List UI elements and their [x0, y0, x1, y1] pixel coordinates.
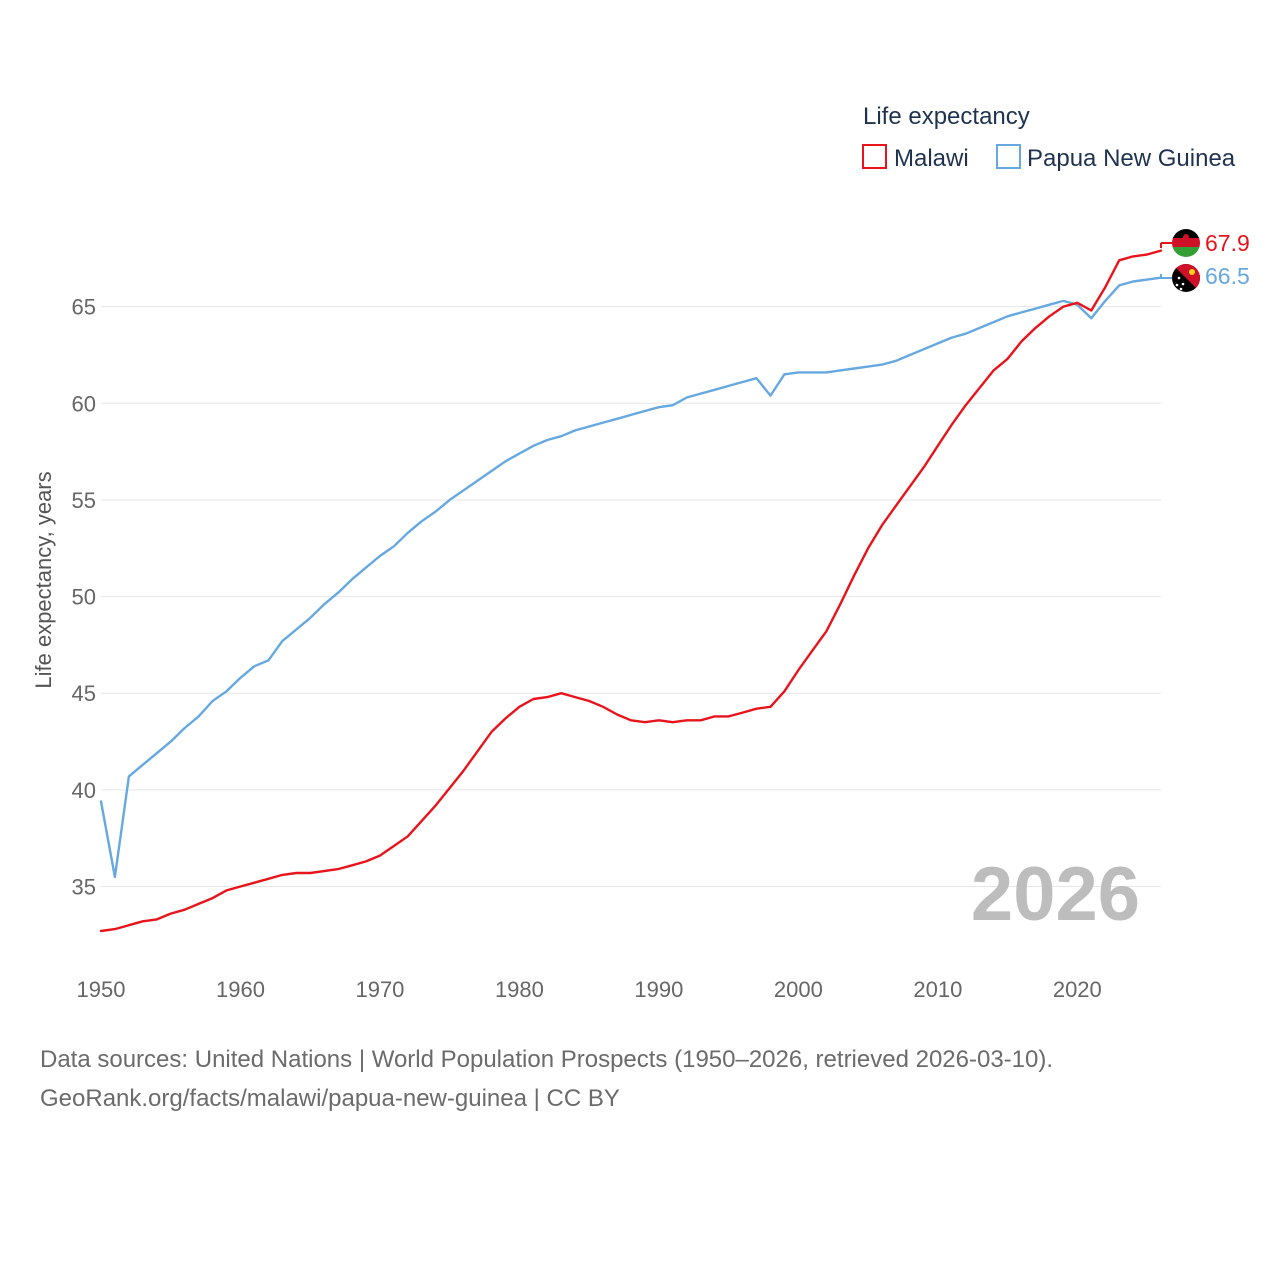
series-line-malawi — [99, 249, 1163, 933]
legend-label-papua-new-guinea: Papua New Guinea — [1027, 145, 1236, 172]
footer: Data sources: United Nations | World Pop… — [40, 1040, 1260, 1118]
end-markers: 67.9 66.5 — [1160, 229, 1250, 292]
png-end-value: 66.5 — [1205, 263, 1250, 289]
papua-new-guinea-flag-icon — [1172, 264, 1200, 292]
y-tick-label-40: 40 — [72, 778, 96, 803]
y-tick-label-55: 55 — [72, 488, 96, 513]
footer-sources: Data sources: United Nations | World Pop… — [40, 1046, 1054, 1073]
x-tick-label-2020: 2020 — [1053, 977, 1102, 1002]
y-tick-label-35: 35 — [72, 875, 96, 900]
x-tick-labels: 1950 1960 1970 1980 1990 2000 2010 2020 — [77, 977, 1102, 1002]
x-tick-label-1990: 1990 — [634, 977, 683, 1002]
y-axis-title: Life expectancy, years — [31, 471, 56, 688]
y-tick-label-60: 60 — [72, 391, 96, 416]
legend-swatch-papua-new-guinea — [996, 144, 1021, 169]
x-tick-label-1970: 1970 — [355, 977, 404, 1002]
series-lines — [99, 249, 1163, 933]
x-tick-label-2000: 2000 — [774, 977, 823, 1002]
legend-swatch-malawi — [862, 144, 887, 169]
legend-item-papua-new-guinea[interactable]: Papua New Guinea — [996, 144, 1236, 172]
legend: Life expectancy Malawi Papua New Guinea — [862, 103, 1236, 172]
malawi-end-value: 67.9 — [1205, 230, 1250, 256]
legend-item-malawi[interactable]: Malawi — [862, 144, 969, 172]
x-tick-label-1950: 1950 — [77, 977, 126, 1002]
series-line-papua-new-guinea — [99, 276, 1163, 879]
life-expectancy-chart: 35 40 45 50 55 60 65 1950 1960 1970 1980 1990 2000 2… — [31, 103, 1250, 1002]
year-watermark: 2026 — [971, 852, 1140, 937]
x-tick-label-1980: 1980 — [495, 977, 544, 1002]
y-tick-label-50: 50 — [72, 585, 96, 610]
y-tick-labels: 35 40 45 50 55 60 65 — [72, 295, 96, 900]
y-tick-label-45: 45 — [72, 681, 96, 706]
footer-attribution: GeoRank.org/facts/malawi/papua-new-guine… — [40, 1085, 620, 1112]
x-tick-label-2010: 2010 — [913, 977, 962, 1002]
legend-title: Life expectancy — [863, 103, 1030, 130]
y-tick-label-65: 65 — [72, 295, 96, 320]
malawi-flag-icon — [1172, 229, 1200, 257]
grid-lines — [101, 306, 1161, 888]
x-tick-label-1960: 1960 — [216, 977, 265, 1002]
legend-label-malawi: Malawi — [894, 145, 969, 172]
